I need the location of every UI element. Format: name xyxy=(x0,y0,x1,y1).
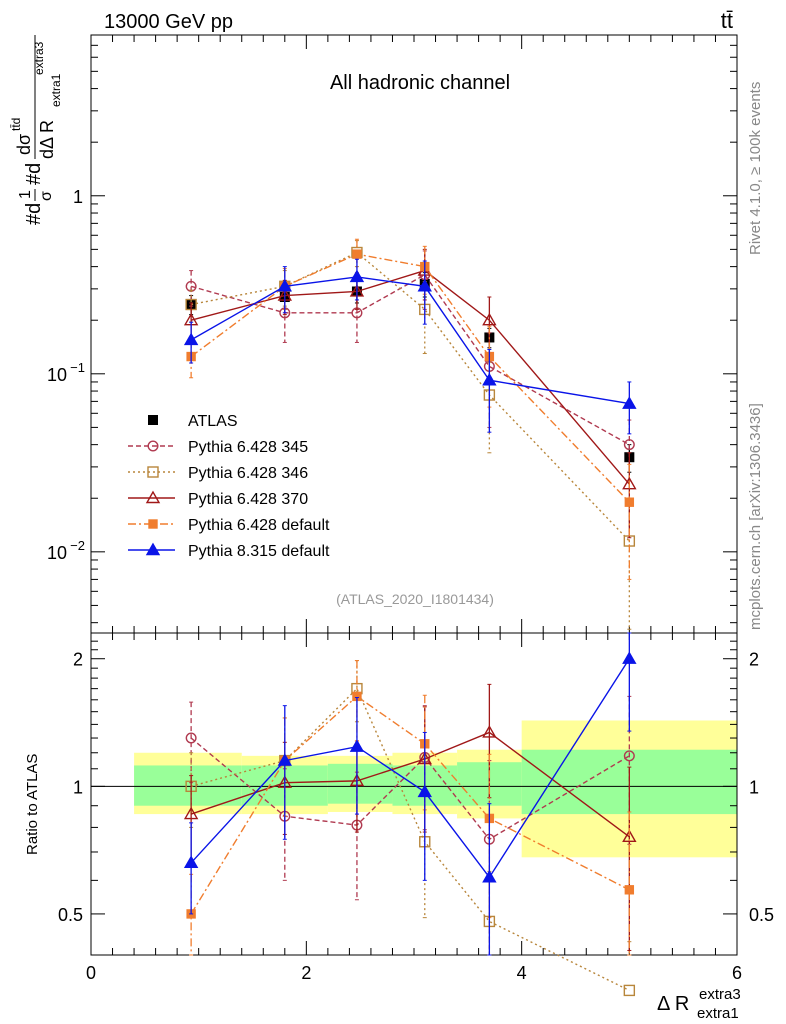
ratio-band-inner xyxy=(327,763,393,804)
ylabel-frac1-num: 1 xyxy=(17,190,34,199)
tick-label-base: 10 xyxy=(47,365,67,385)
data-point xyxy=(622,396,637,409)
analysis-label: (ATLAS_2020_I1801434) xyxy=(336,591,494,607)
legend-item-atlas: ATLAS xyxy=(148,413,238,430)
ratio-tick-label-right: 0.5 xyxy=(749,905,774,925)
data-point xyxy=(482,372,497,386)
main-y-tick-label: 10 −2 xyxy=(47,538,85,563)
mcplots-label: mcplots.cern.ch [arXiv:1306.3436] xyxy=(747,403,764,630)
legend-marker xyxy=(145,542,161,556)
legend-label: Pythia 6.428 default xyxy=(188,517,330,534)
tick-label-base: 1 xyxy=(73,187,83,207)
ratio-tick-label-left: 0.5 xyxy=(58,905,83,925)
main-y-tick-label: 1 xyxy=(73,187,83,207)
main-series-p346 xyxy=(185,240,636,630)
process-label: tt̄ xyxy=(721,8,733,33)
legend-marker xyxy=(147,466,159,478)
legend: ATLAS Pythia 6.428 345 Pythia 6.428 346 Pyt… xyxy=(128,413,330,560)
data-point xyxy=(482,725,497,738)
legend-label: Pythia 6.428 345 xyxy=(188,439,308,456)
data-point xyxy=(623,750,635,762)
data-point xyxy=(349,269,365,283)
legend-label: ATLAS xyxy=(188,413,238,430)
data-point xyxy=(482,312,497,326)
xlabel-sub: extra1 xyxy=(697,1005,739,1022)
ylabel-frac2-num: dσ xyxy=(14,134,34,155)
series-line xyxy=(190,253,630,503)
series-line xyxy=(190,687,630,992)
data-point xyxy=(482,869,497,883)
tick-label-exp: −1 xyxy=(70,360,85,375)
data-point xyxy=(622,829,637,843)
x-tick-label: 6 xyxy=(732,963,742,983)
series-line xyxy=(190,273,630,446)
xlabel-main: Δ R xyxy=(657,993,689,1015)
data-point xyxy=(623,984,636,997)
legend-item-p8: Pythia 8.315 default xyxy=(128,542,330,560)
ylabel-mid: #d xyxy=(23,163,45,185)
x-tick-label: 2 xyxy=(301,963,311,983)
data-point xyxy=(624,885,635,895)
data-point xyxy=(352,249,362,259)
series-line xyxy=(190,276,630,405)
legend-marker xyxy=(145,490,161,504)
ylabel-frac2-den-sub: extra1 xyxy=(49,73,63,107)
main-series-p8 xyxy=(183,258,637,435)
ratio-band-inner xyxy=(134,765,242,806)
series-line xyxy=(190,658,630,879)
rivet-label: Rivet 4.1.0, ≥ 100k events xyxy=(747,82,764,255)
x-axis-label: Δ R extra3 extra1 xyxy=(657,986,741,1022)
legend-item-pdef: Pythia 6.428 default xyxy=(128,517,330,534)
energy-label: 13000 GeV pp xyxy=(104,11,233,33)
legend-label: Pythia 6.428 346 xyxy=(188,465,308,482)
channel-label: All hadronic channel xyxy=(330,72,510,94)
ratio-series-p8 xyxy=(183,632,637,956)
tick-label-exp: −2 xyxy=(70,538,85,553)
data-point xyxy=(183,806,199,820)
data-point xyxy=(349,739,365,752)
ylabel-frac2-den: dΔ R xyxy=(37,120,57,159)
tick-label-base: 10 xyxy=(47,543,67,563)
data-point xyxy=(622,476,637,490)
ratio-tick-label-left: 2 xyxy=(73,650,83,670)
data-point xyxy=(183,855,199,869)
data-point xyxy=(417,278,432,292)
ratio-tick-label-right: 1 xyxy=(749,777,759,797)
series-layer xyxy=(183,238,637,997)
legend-marker xyxy=(147,440,159,452)
legend-item-p370: Pythia 6.428 370 xyxy=(128,490,308,508)
xlabel-sup: extra3 xyxy=(699,986,741,1003)
ylabel-frac2-num-sup: tt̄d xyxy=(9,118,23,131)
legend-label: Pythia 6.428 370 xyxy=(188,491,308,508)
data-point xyxy=(185,732,197,744)
x-tick-label: 4 xyxy=(517,963,527,983)
ylabel-numer: #d xyxy=(23,203,45,225)
legend-item-p346: Pythia 6.428 346 xyxy=(128,465,308,482)
x-tick-label: 0 xyxy=(86,963,96,983)
series-line xyxy=(190,695,630,915)
legend-marker xyxy=(148,519,158,529)
ylabel-frac1-den: σ xyxy=(38,191,55,201)
data-point xyxy=(623,439,635,451)
legend-item-p345: Pythia 6.428 345 xyxy=(128,439,308,456)
legend-label: Pythia 8.315 default xyxy=(188,543,330,560)
data-point xyxy=(277,753,293,766)
ratio-bands xyxy=(134,720,737,858)
ylabel-frac2-den-sup: extra3 xyxy=(32,41,46,75)
y-axis-label-ratio: Ratio to ATLAS xyxy=(24,754,41,855)
data-point xyxy=(622,651,637,664)
ratio-tick-label-right: 2 xyxy=(749,650,759,670)
ratio-tick-label-left: 1 xyxy=(73,777,83,797)
y-axis-label-main: #d 1 σ #d dσ tt̄d dΔ R extra1 extra3 xyxy=(9,35,63,225)
main-y-tick-label: 10 −1 xyxy=(47,360,85,385)
data-point xyxy=(183,332,199,346)
data-point xyxy=(417,784,432,798)
data-point xyxy=(277,278,293,292)
series-line xyxy=(190,737,630,841)
legend-marker xyxy=(148,415,158,425)
data-point xyxy=(624,497,635,507)
